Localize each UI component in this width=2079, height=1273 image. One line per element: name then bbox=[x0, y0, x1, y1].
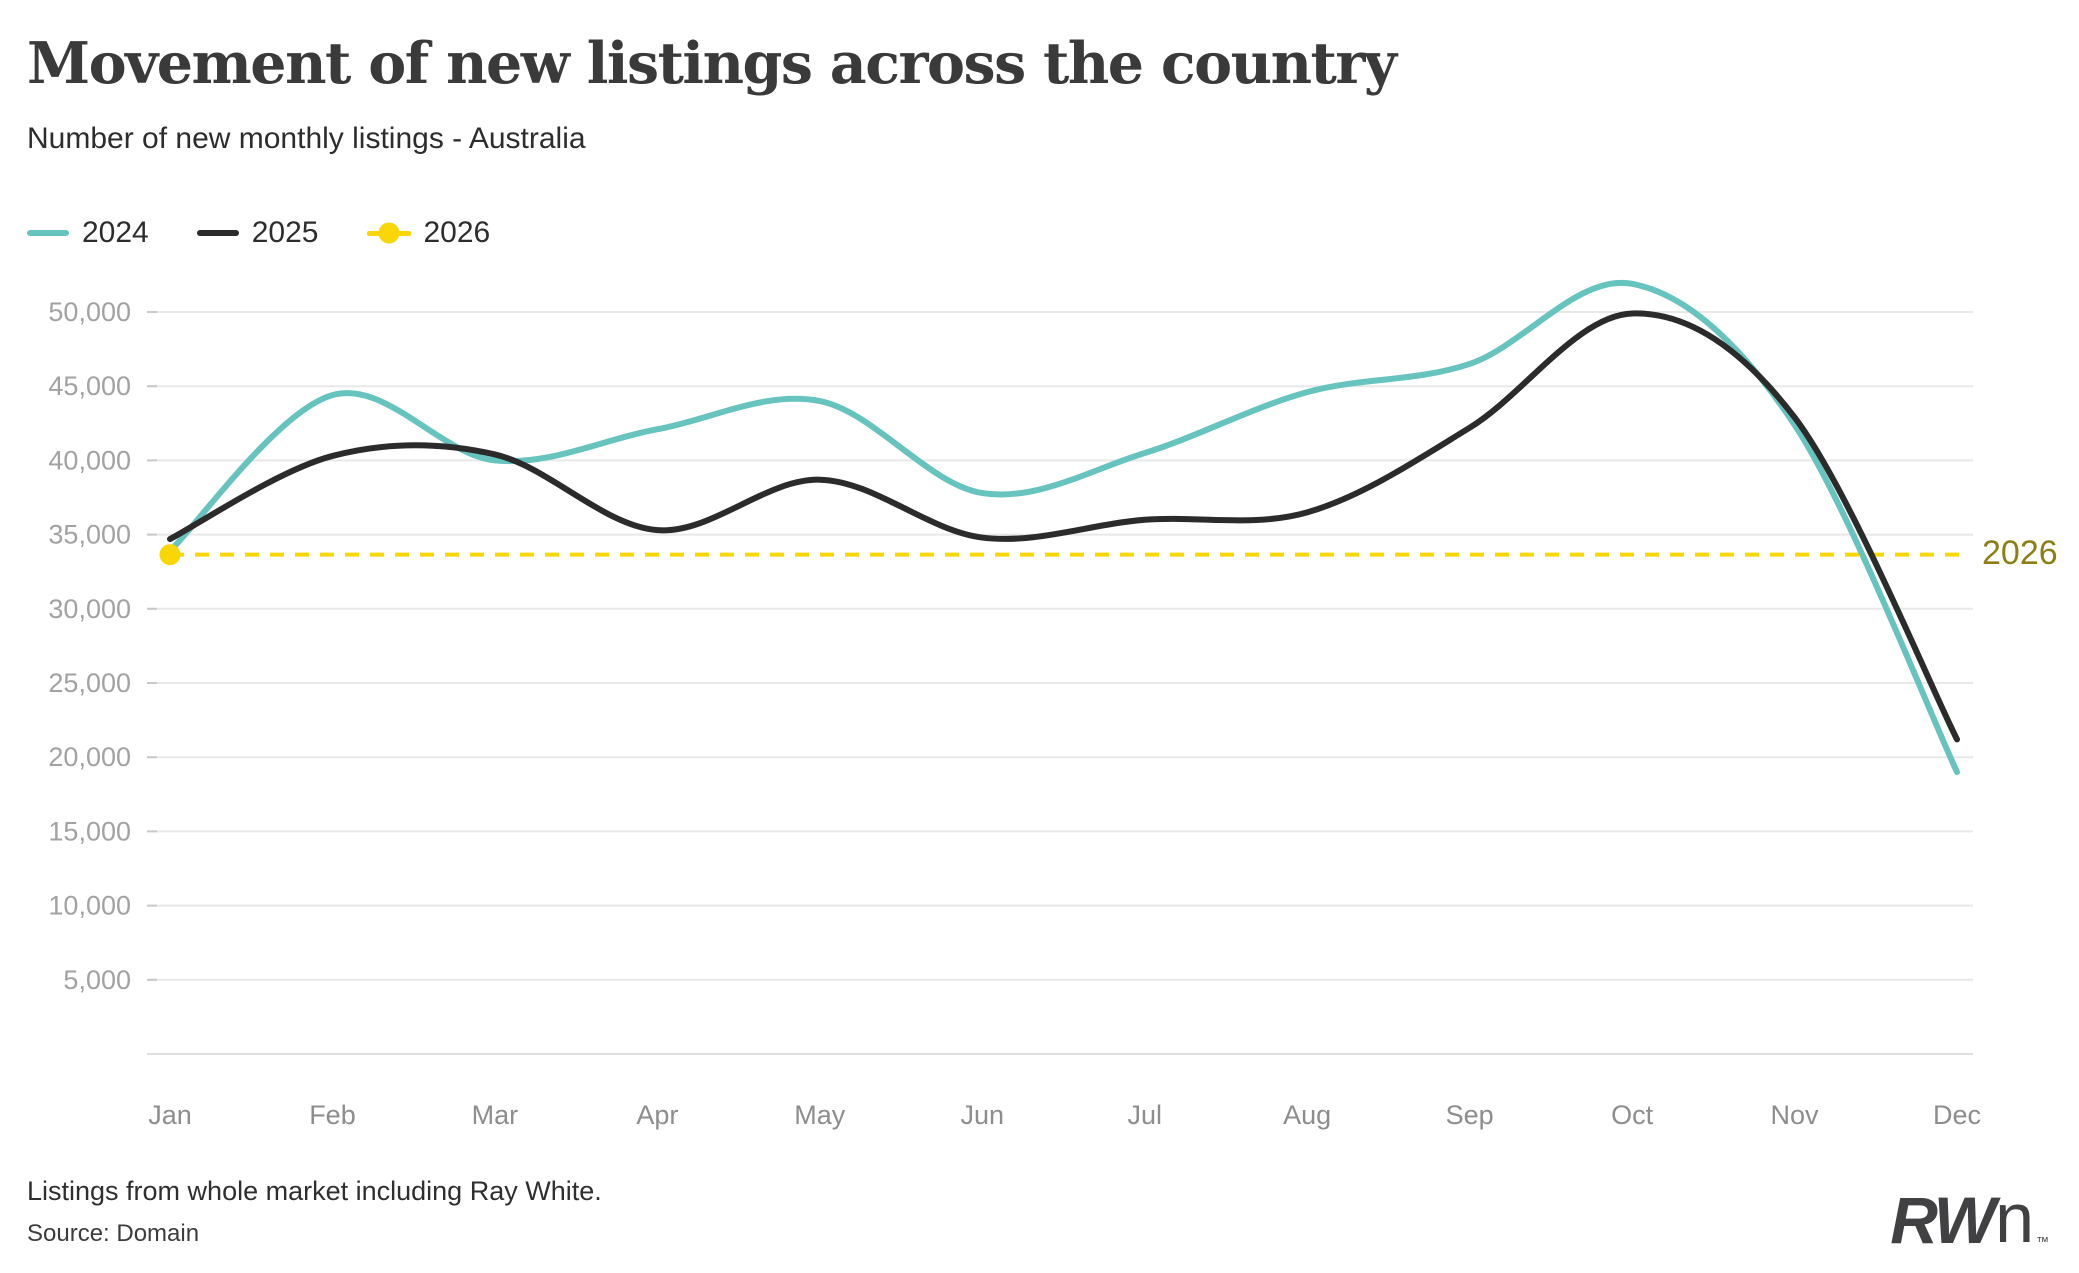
x-axis-label: May bbox=[794, 1100, 846, 1130]
y-axis-label: 35,000 bbox=[48, 520, 131, 550]
x-axis-label: Dec bbox=[1933, 1100, 1981, 1130]
x-axis-label: Sep bbox=[1446, 1100, 1494, 1130]
y-axis-label: 45,000 bbox=[48, 371, 131, 401]
x-axis-label: Jul bbox=[1127, 1100, 1162, 1130]
legend-label: 2025 bbox=[251, 216, 319, 249]
x-axis-label: Feb bbox=[309, 1100, 356, 1130]
x-axis-label: Jan bbox=[148, 1100, 192, 1130]
y-axis-label: 25,000 bbox=[48, 668, 131, 698]
y-axis-label: 50,000 bbox=[48, 297, 131, 327]
x-axis-label: Apr bbox=[636, 1100, 678, 1130]
x-axis-label: Oct bbox=[1611, 1100, 1654, 1130]
series-line-2025 bbox=[167, 310, 1960, 743]
trademark-symbol: ™ bbox=[2036, 1233, 2049, 1249]
chart-footnote: Listings from whole market including Ray… bbox=[27, 1176, 602, 1206]
chart-legend: 2024 2025 2026 bbox=[27, 216, 490, 250]
legend-dot-icon bbox=[378, 222, 399, 244]
legend-dot-line-swatch-2026 bbox=[366, 222, 411, 244]
x-axis-label: Mar bbox=[472, 1100, 519, 1130]
legend-item-2024: 2024 bbox=[27, 216, 149, 250]
logo-rw-text: RW bbox=[1890, 1182, 1996, 1257]
page-title: Movement of new listings across the coun… bbox=[27, 30, 1397, 97]
source-credit: Source: Domain bbox=[27, 1220, 200, 1247]
legend-label: 2026 bbox=[423, 216, 491, 249]
legend-label: 2024 bbox=[82, 216, 149, 249]
y-axis-label: 20,000 bbox=[48, 742, 131, 772]
y-axis-label: 40,000 bbox=[48, 445, 131, 475]
y-axis-label: 10,000 bbox=[48, 891, 131, 921]
legend-line-swatch-2024 bbox=[27, 230, 69, 236]
x-axis-label: Jun bbox=[960, 1100, 1004, 1130]
chart-subtitle: Number of new monthly listings - Austral… bbox=[27, 122, 586, 155]
legend-item-2026: 2026 bbox=[366, 216, 491, 250]
y-axis-label: 5,000 bbox=[63, 965, 131, 995]
y-axis-label: 15,000 bbox=[48, 816, 131, 846]
x-axis-label: Nov bbox=[1771, 1100, 1820, 1130]
legend-line-swatch-2025 bbox=[196, 230, 239, 236]
series-line-2024 bbox=[167, 279, 1960, 776]
series-2026-marker-dot bbox=[159, 544, 181, 566]
logo-n-text: n bbox=[1995, 1179, 2034, 1257]
x-axis-label: Aug bbox=[1283, 1100, 1331, 1130]
y-axis-label: 30,000 bbox=[48, 594, 131, 624]
ray-white-now-logo: RW n ™ bbox=[1890, 1179, 2049, 1257]
legend-item-2025: 2025 bbox=[196, 216, 319, 250]
annotation-2026-label: 2026 bbox=[1982, 534, 2058, 572]
